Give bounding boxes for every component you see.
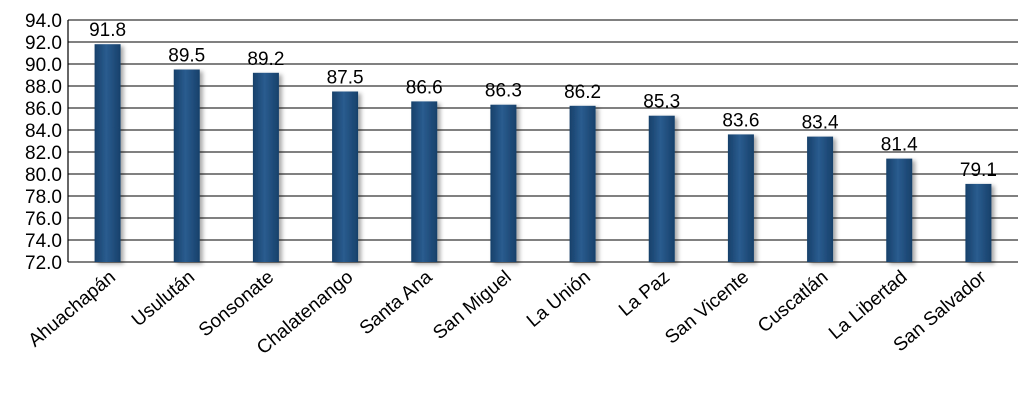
y-tick-label: 74.0 bbox=[25, 231, 62, 252]
data-label: 87.5 bbox=[327, 68, 364, 89]
y-axis-tick-labels: 72.074.076.078.080.082.084.086.088.090.0… bbox=[25, 11, 62, 274]
data-label: 86.2 bbox=[564, 82, 601, 103]
data-label: 86.6 bbox=[406, 77, 443, 98]
y-tick-label: 84.0 bbox=[25, 121, 62, 142]
data-label: 85.3 bbox=[643, 92, 680, 113]
y-tick-label: 94.0 bbox=[25, 11, 62, 32]
y-tick-label: 82.0 bbox=[25, 143, 62, 164]
bar bbox=[965, 183, 992, 262]
x-category-label: La Unión bbox=[523, 267, 595, 332]
bar bbox=[886, 158, 913, 262]
data-label: 89.5 bbox=[168, 46, 205, 67]
x-category-label: Sonsonate bbox=[195, 267, 278, 341]
y-tick-label: 88.0 bbox=[25, 77, 62, 98]
bars bbox=[94, 44, 992, 263]
x-category-label: La Paz bbox=[615, 267, 674, 321]
data-label: 89.2 bbox=[247, 49, 284, 70]
x-category-label: Cuscatlán bbox=[754, 267, 832, 337]
bar bbox=[252, 72, 279, 262]
x-category-label: San Miguel bbox=[429, 267, 515, 344]
y-tick-label: 78.0 bbox=[25, 187, 62, 208]
data-labels: 91.8 89.5 89.2 87.5 86.6 86.3 86.2 85.3 83.6 83.4… bbox=[89, 20, 997, 181]
data-label: 83.4 bbox=[802, 113, 839, 134]
x-category-label: Ahuachapán bbox=[25, 267, 120, 352]
data-label: 81.4 bbox=[881, 135, 918, 156]
y-tick-label: 76.0 bbox=[25, 209, 62, 230]
bar bbox=[173, 69, 200, 262]
grid-lines bbox=[68, 19, 1018, 263]
data-label: 83.6 bbox=[722, 110, 759, 131]
data-label: 79.1 bbox=[960, 160, 997, 181]
x-category-label: Santa Ana bbox=[356, 266, 437, 339]
x-axis-category-labels: Ahuachapán UsulutánSonsonateChalatenangoS… bbox=[25, 266, 992, 359]
bar bbox=[569, 105, 596, 262]
bar bbox=[648, 115, 675, 262]
y-tick-label: 86.0 bbox=[25, 99, 62, 120]
bar bbox=[807, 136, 834, 262]
x-category-label: Usulután bbox=[128, 267, 199, 331]
bar bbox=[727, 134, 754, 262]
x-category-label: San Vicente bbox=[661, 267, 753, 349]
bar bbox=[490, 104, 517, 262]
bar bbox=[94, 44, 121, 263]
bar bbox=[411, 101, 438, 263]
y-tick-label: 72.0 bbox=[25, 253, 62, 274]
y-tick-label: 80.0 bbox=[25, 165, 62, 186]
data-label: 91.8 bbox=[89, 20, 126, 41]
y-tick-label: 90.0 bbox=[25, 55, 62, 76]
data-label: 86.3 bbox=[485, 81, 522, 102]
y-tick-label: 92.0 bbox=[25, 33, 62, 54]
bar bbox=[332, 91, 359, 262]
